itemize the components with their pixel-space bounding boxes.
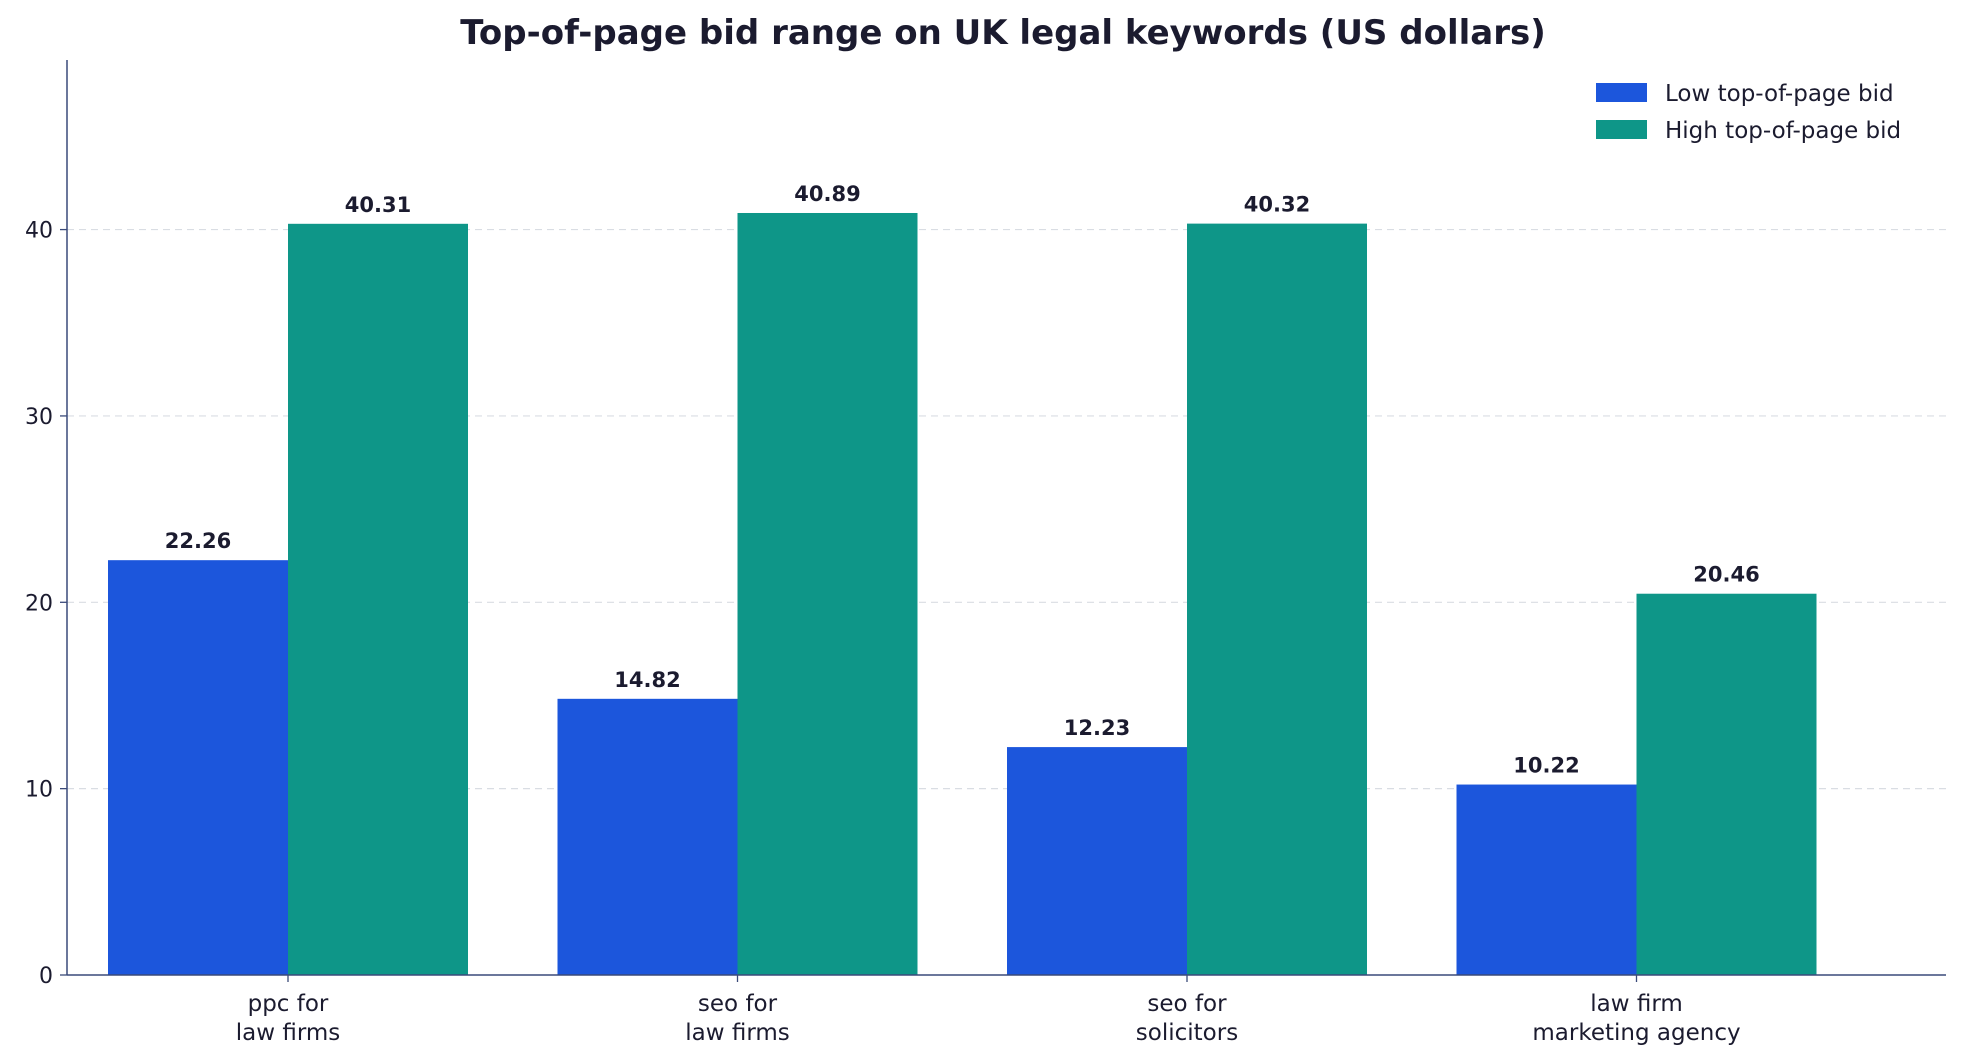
y-tick-label: 10: [25, 778, 53, 803]
data-label: 22.26: [165, 529, 231, 553]
data-label: 14.82: [614, 668, 680, 692]
data-label: 20.46: [1693, 563, 1759, 587]
y-tick-label: 40: [25, 219, 53, 244]
bar-high-3: [1636, 593, 1817, 975]
x-tick-label: ppc for law firms: [236, 991, 341, 1046]
axes: 0 10 20 30 40 ppc for law firms seo for law firm…: [25, 60, 1946, 1046]
data-label: 10.22: [1513, 754, 1579, 778]
x-tick-label: seo for solicitors: [1136, 991, 1238, 1046]
bar-high-2: [1187, 223, 1367, 975]
data-labels: 22.26 40.31 14.82 40.89 12.23 40.32 10.22 20.46: [165, 182, 1760, 778]
bar-low-0: [108, 560, 288, 975]
data-label: 40.31: [345, 193, 411, 217]
bar-high-1: [737, 212, 918, 975]
legend: Low top-of-page bid High top-of-page bid: [1596, 81, 1901, 144]
bar-high-0: [288, 223, 468, 976]
x-tick-label: seo for law firms: [685, 991, 790, 1046]
y-tick-label: 0: [39, 964, 53, 989]
bars: [108, 212, 1817, 976]
data-label: 40.32: [1244, 193, 1310, 217]
bar-low-1: [557, 698, 738, 975]
legend-label: High top-of-page bid: [1665, 118, 1901, 144]
legend-swatch: [1596, 120, 1647, 139]
chart-title: Top-of-page bid range on UK legal keywor…: [460, 13, 1546, 53]
x-tick-label: law firm marketing agency: [1532, 991, 1740, 1046]
bar-low-3: [1456, 784, 1637, 975]
y-tick-label: 20: [25, 591, 53, 616]
data-label: 40.89: [794, 182, 860, 206]
data-label: 12.23: [1064, 716, 1130, 740]
legend-label: Low top-of-page bid: [1665, 81, 1894, 107]
y-tick-label: 30: [25, 405, 53, 430]
legend-swatch: [1596, 83, 1647, 102]
bar-low-2: [1007, 747, 1187, 975]
